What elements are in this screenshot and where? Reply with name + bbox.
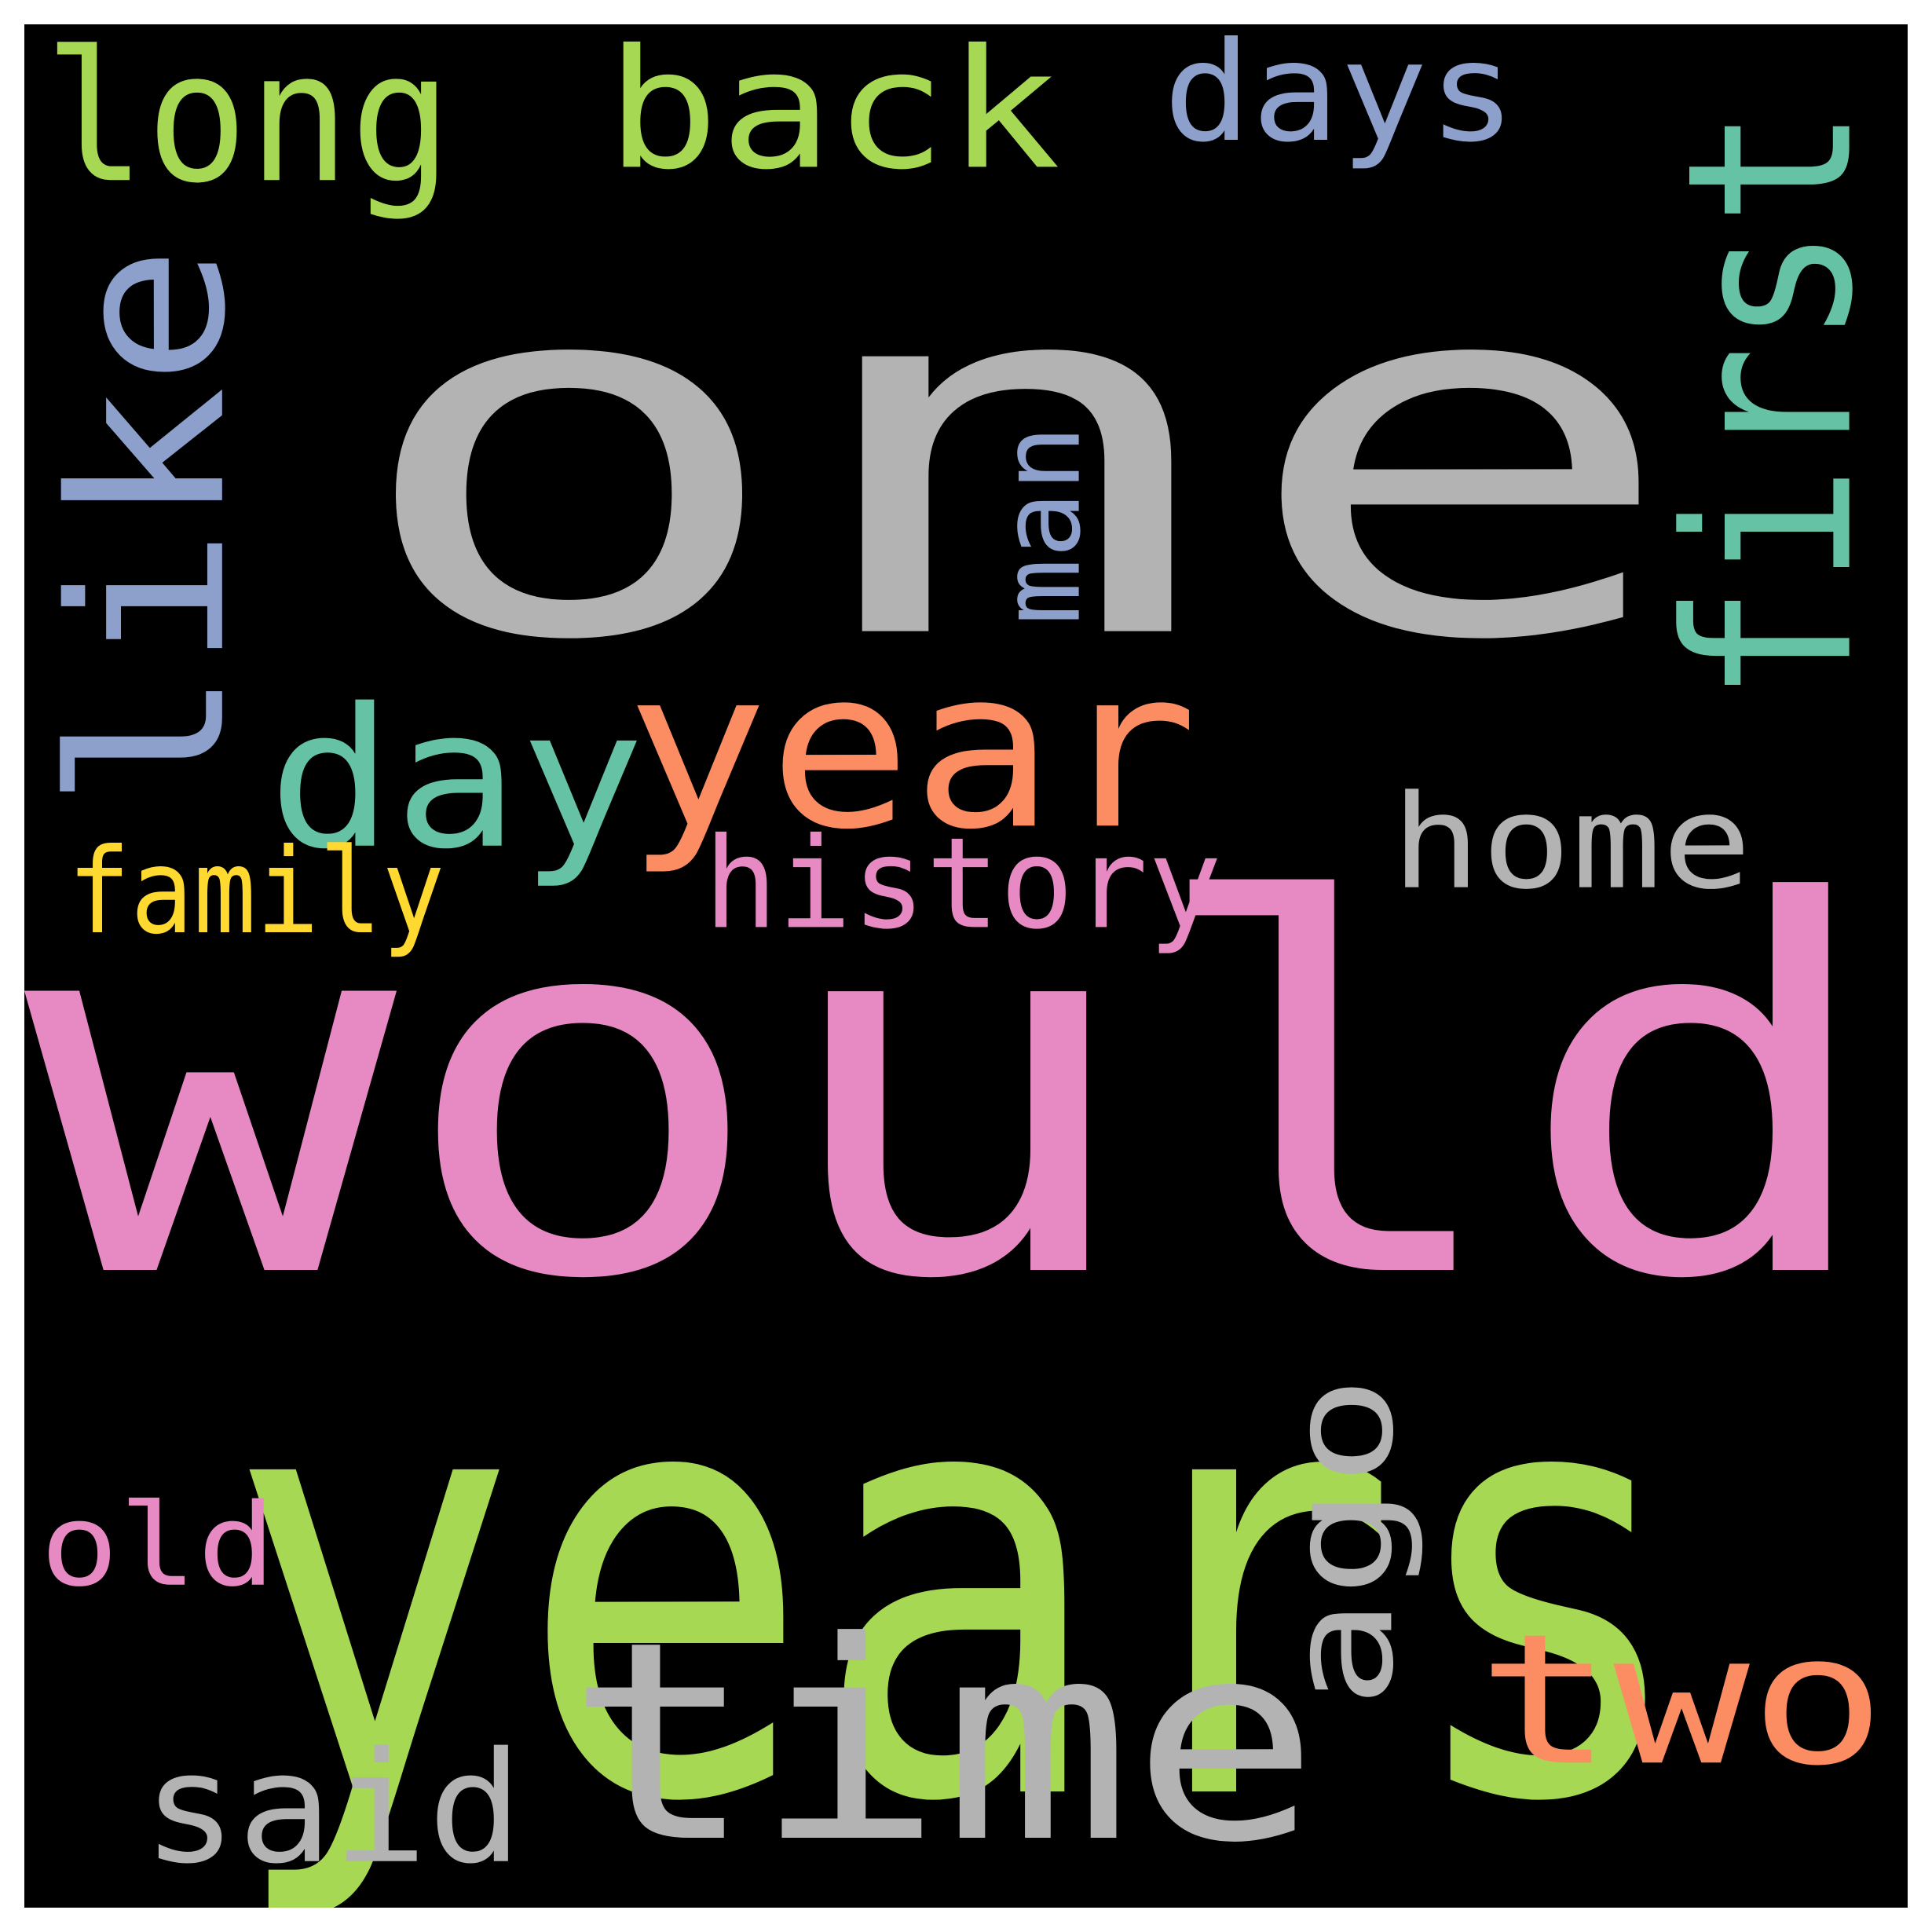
word-family: family (68, 823, 445, 961)
word-home: home (1391, 767, 1752, 919)
word-year: year (625, 622, 1198, 879)
word-one: one (346, 166, 1683, 752)
word-old: old (40, 1479, 276, 1612)
word-would: would (24, 797, 1886, 1392)
word-time: time (566, 1583, 1320, 1904)
word-two: two (1477, 1595, 1886, 1806)
word-said: said (142, 1719, 523, 1898)
word-man: man (977, 424, 1106, 625)
word-years: years (225, 1246, 1694, 1908)
word-days: days (1163, 24, 1517, 173)
word-history: history (704, 810, 1222, 957)
word-ago: ago (1257, 1374, 1426, 1709)
word-first: first (1638, 106, 1905, 704)
word-day: day (268, 668, 646, 892)
word-back: back (606, 24, 1061, 207)
word-long: long (44, 24, 452, 224)
word-like: like (26, 244, 273, 810)
word-cloud: one would years time year back like firs… (24, 24, 1908, 1908)
